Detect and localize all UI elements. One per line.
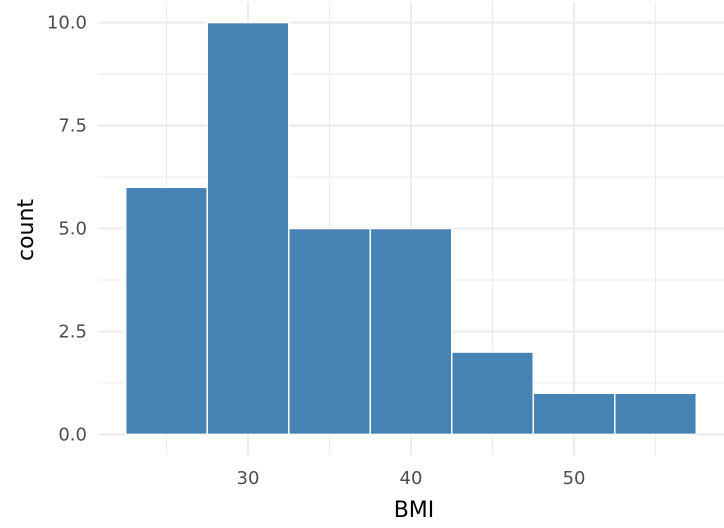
y-tick-label-4: 10.0	[47, 13, 87, 34]
x-axis-title: BMI	[394, 498, 435, 523]
histogram-bar-0	[124, 186, 208, 436]
x-tick-label-1: 40	[400, 468, 423, 489]
histogram-bar-5	[532, 392, 616, 436]
y-tick-label-0: 0.0	[58, 424, 87, 445]
histogram-bars	[124, 21, 698, 436]
y-tick-label-3: 7.5	[58, 116, 87, 137]
histogram-bar-6	[614, 392, 698, 436]
x-tick-label-2: 50	[563, 468, 586, 489]
histogram-bar-3	[369, 227, 453, 436]
y-tick-label-2: 5.0	[58, 219, 87, 240]
x-axis-tick-labels: 30 40 50	[237, 468, 586, 489]
histogram-bar-1	[206, 21, 290, 436]
histogram-bar-4	[451, 351, 535, 436]
y-axis-tick-labels: 0.0 2.5 5.0 7.5 10.0	[47, 13, 87, 446]
histogram-bar-2	[287, 227, 371, 436]
y-tick-label-1: 2.5	[58, 321, 87, 342]
y-axis-title: count	[14, 199, 39, 261]
x-tick-label-0: 30	[237, 468, 260, 489]
